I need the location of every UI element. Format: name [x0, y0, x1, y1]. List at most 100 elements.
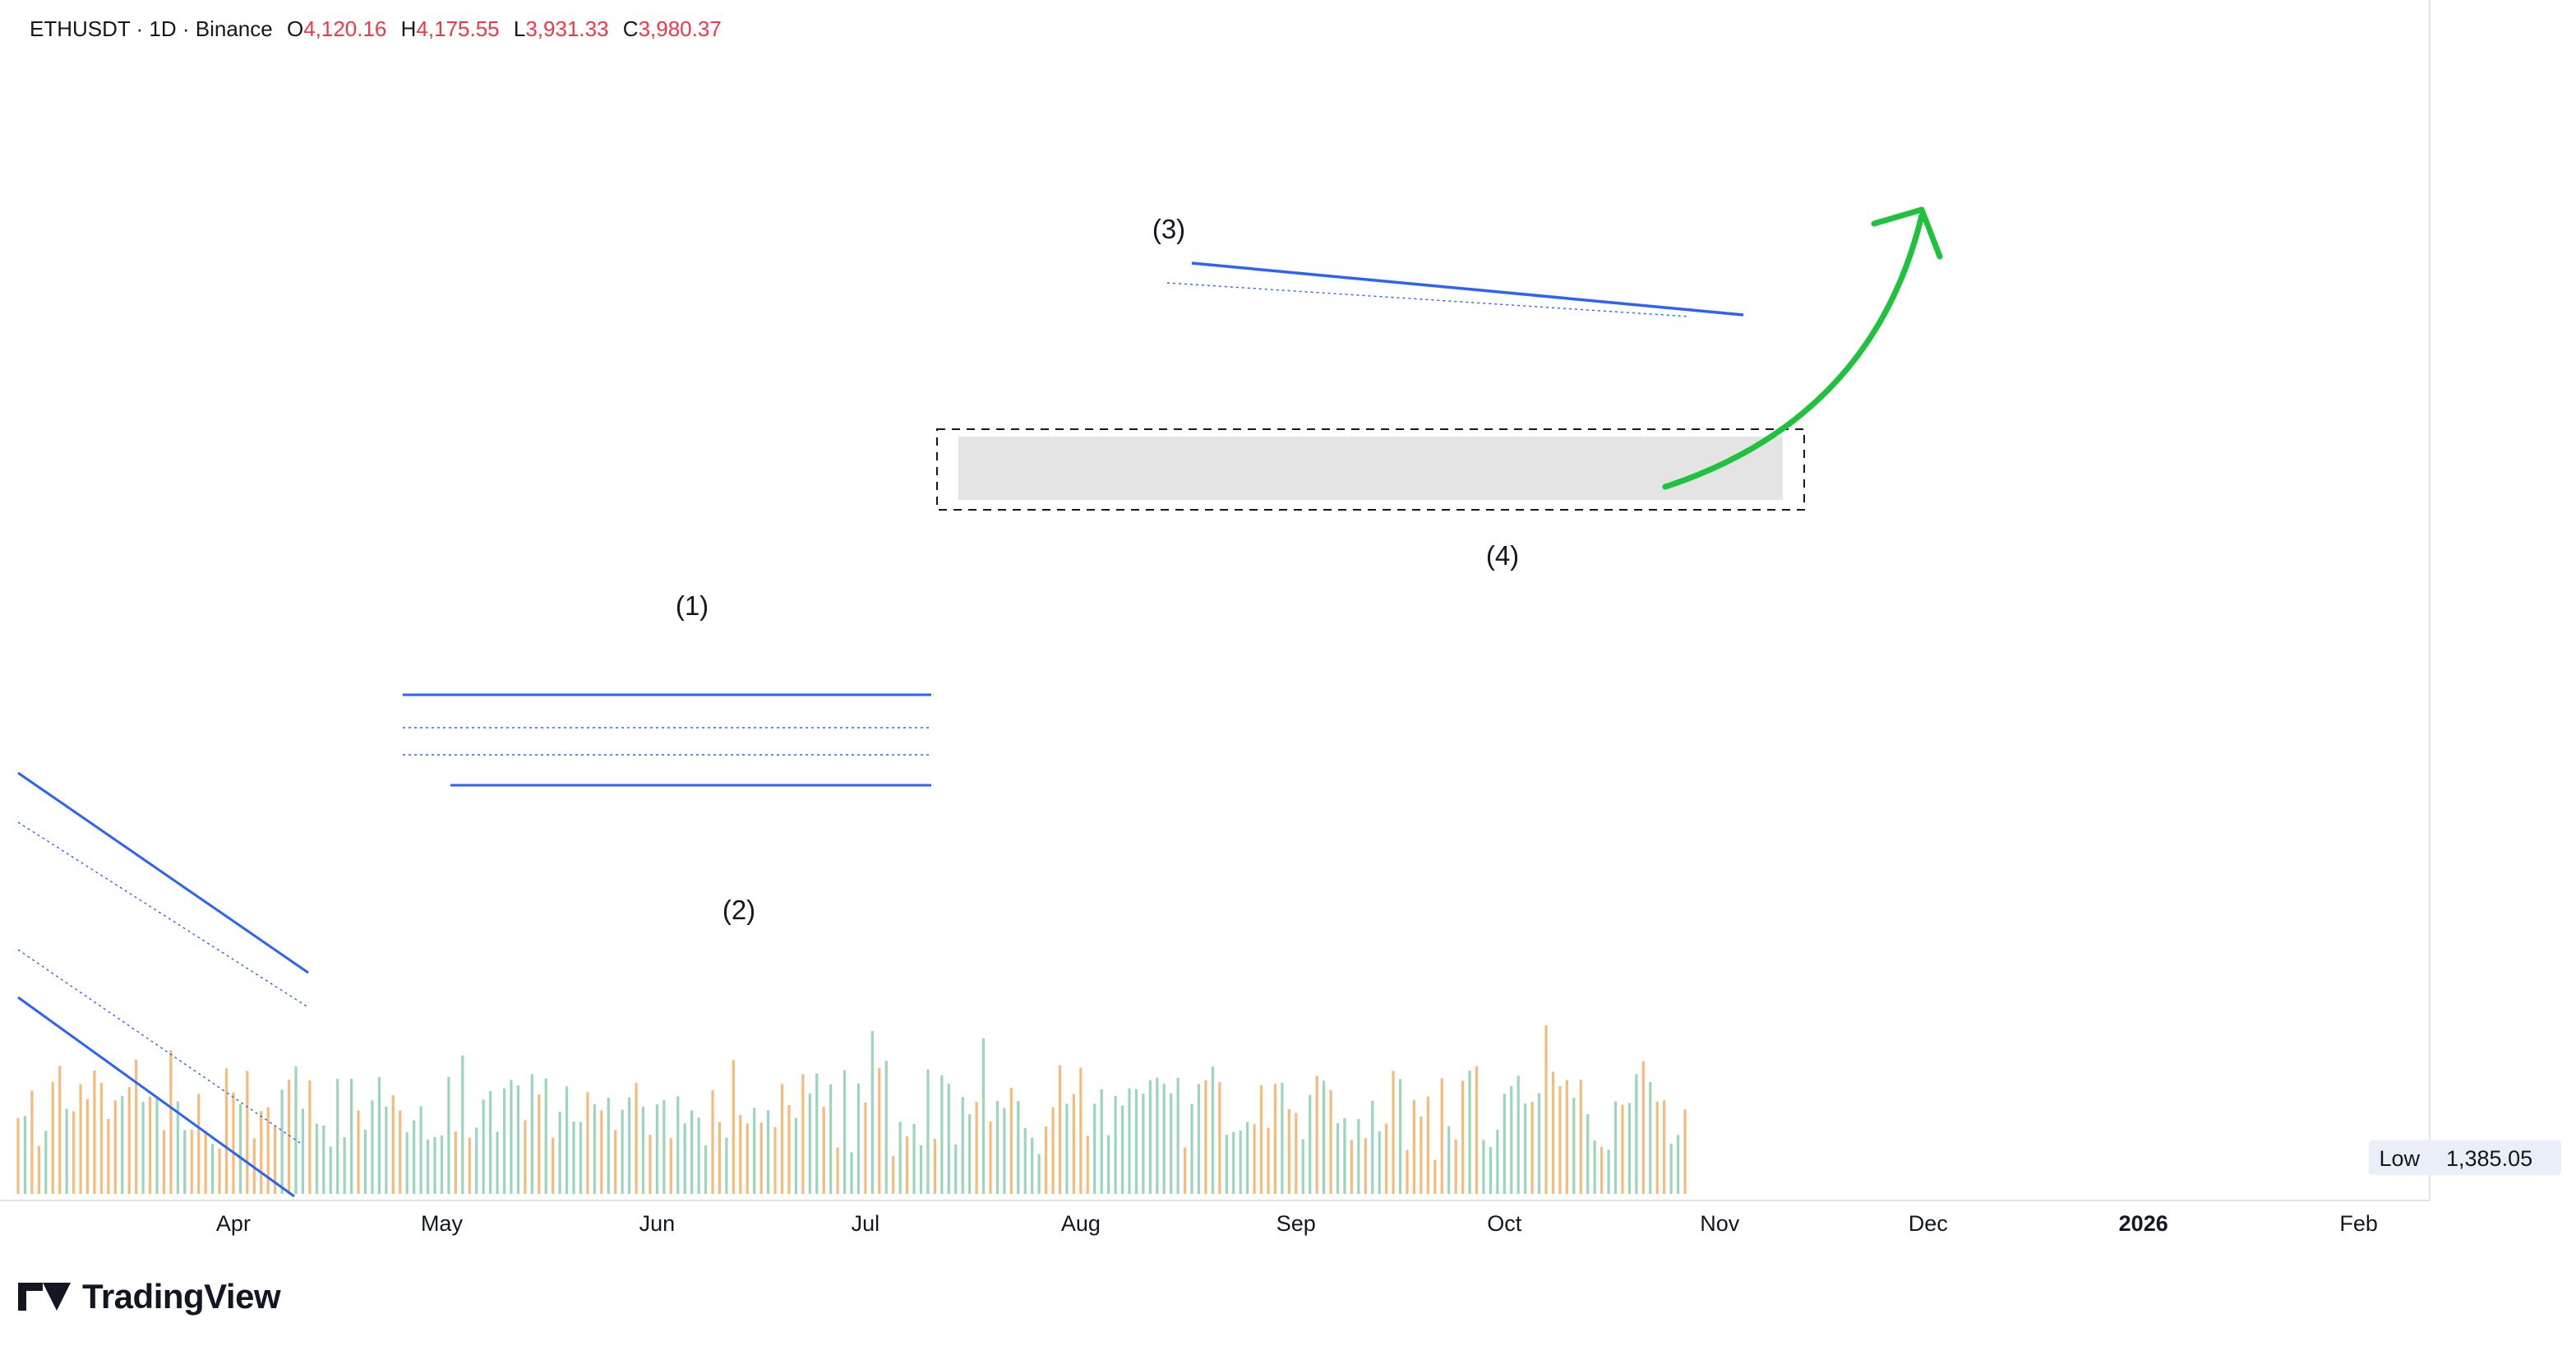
volume-bar	[552, 1137, 555, 1194]
volume-bar	[530, 1074, 533, 1194]
volume-bar	[635, 1083, 638, 1194]
tradingview-logo-icon	[18, 1283, 71, 1311]
volume-bar	[308, 1080, 312, 1194]
brand[interactable]: TradingView	[18, 1277, 281, 1316]
volume-bar	[440, 1135, 444, 1194]
volume-bar	[739, 1115, 742, 1194]
volume-bar	[1239, 1130, 1242, 1194]
support-zone-frame	[936, 428, 1805, 511]
x-tick-label: May	[421, 1211, 464, 1236]
resistance-dotted-line	[1166, 282, 1691, 317]
volume-bar	[718, 1122, 722, 1194]
volume-bar	[399, 1110, 402, 1194]
volume-bar	[1426, 1096, 1429, 1194]
volume-bar	[753, 1108, 756, 1194]
volume-bar	[1572, 1098, 1576, 1194]
volume-bar	[1600, 1146, 1604, 1194]
volume-bar	[898, 1122, 902, 1194]
volume-bar	[676, 1096, 680, 1194]
volume-bar	[1489, 1146, 1492, 1194]
volume-bar	[148, 1096, 152, 1194]
volume-bar	[51, 1081, 54, 1194]
low-label: Low	[2379, 1146, 2420, 1171]
volume-bar	[1565, 1080, 1568, 1194]
volume-bar	[141, 1102, 145, 1194]
volume-bar	[565, 1086, 569, 1194]
volume-bar	[224, 1068, 229, 1194]
volume-bar	[1273, 1084, 1277, 1194]
volume-bar	[447, 1076, 450, 1194]
volume-bar	[1301, 1139, 1304, 1194]
volume-bar	[218, 1148, 221, 1194]
channel-upper-line	[17, 771, 309, 974]
volume-bar	[1329, 1089, 1332, 1194]
volume-bar	[759, 1122, 763, 1194]
volume-bar	[1204, 1080, 1207, 1194]
volume-bar	[1669, 1143, 1673, 1194]
volume-bar	[1086, 1136, 1089, 1194]
volume-bar	[1392, 1071, 1395, 1194]
volume-bar	[1621, 1104, 1624, 1194]
volume-bar	[176, 1101, 179, 1194]
volume-bar	[711, 1089, 714, 1194]
volume-bar	[1134, 1089, 1138, 1194]
overlay-layer: 1.618 (5,790.46)0.618 (3,067.71)0.148 (1…	[676, 206, 1943, 925]
volume-bar	[1045, 1126, 1048, 1194]
volume-bar	[1246, 1122, 1249, 1194]
volume-bar	[1267, 1127, 1270, 1194]
volume-bar	[1190, 1103, 1193, 1194]
volume-bar	[1315, 1075, 1318, 1194]
resistance-line	[1191, 261, 1744, 317]
volume-bar	[433, 1136, 436, 1194]
volume-bar	[1107, 1135, 1110, 1194]
volume-bar	[357, 1110, 360, 1194]
volume-bar	[892, 1156, 895, 1194]
volume-bar	[864, 1102, 867, 1194]
volume-bar	[947, 1083, 950, 1194]
high-label: H	[400, 16, 417, 41]
volume-bar	[1142, 1094, 1145, 1194]
volume-bar	[329, 1146, 332, 1194]
volume-bar	[23, 1116, 27, 1194]
volume-bar	[961, 1097, 964, 1194]
channel-lower-line	[17, 996, 295, 1198]
volume-bar	[1412, 1099, 1416, 1194]
volume-bar	[856, 1083, 861, 1194]
volume-bar	[1510, 1086, 1513, 1194]
volume-bar	[30, 1090, 34, 1194]
x-tick-label: Sep	[1276, 1211, 1316, 1236]
volume-bar	[1350, 1140, 1353, 1194]
volume-bar	[870, 1030, 874, 1194]
x-tick-label: Jun	[639, 1211, 676, 1236]
volume-bar	[516, 1085, 519, 1194]
volume-bar	[843, 1070, 847, 1194]
volume-bar	[1496, 1129, 1499, 1194]
volume-bar	[1100, 1089, 1103, 1194]
volume-bar	[787, 1105, 791, 1194]
volume-bar	[1197, 1084, 1201, 1194]
projection-arrow-head	[1871, 206, 1943, 260]
volume-bar	[155, 1099, 159, 1194]
x-tick-label: Nov	[1700, 1211, 1740, 1236]
volume-bar	[468, 1137, 471, 1194]
volume-bar	[1613, 1101, 1618, 1194]
volume-bar	[1683, 1109, 1687, 1194]
volume-bar	[884, 1061, 888, 1194]
low-value: 3,931.33	[525, 16, 609, 41]
volume-bar	[1162, 1084, 1166, 1194]
volume-bar	[1364, 1138, 1367, 1194]
x-tick-label: Apr	[216, 1211, 251, 1236]
volume-bar	[322, 1125, 325, 1194]
volume-bar	[1218, 1082, 1221, 1194]
wave-label: (3)	[1152, 214, 1185, 244]
annotation-layer	[17, 437, 1783, 1198]
volume-bar	[1551, 1071, 1555, 1194]
close-value: 3,980.37	[638, 16, 722, 41]
volume-bar	[836, 1147, 839, 1194]
volume-bar	[44, 1131, 48, 1194]
brand-name: TradingView	[82, 1277, 281, 1316]
volume-bar	[274, 1125, 277, 1194]
volume-bar	[336, 1079, 339, 1194]
volume-bar	[1114, 1095, 1117, 1194]
